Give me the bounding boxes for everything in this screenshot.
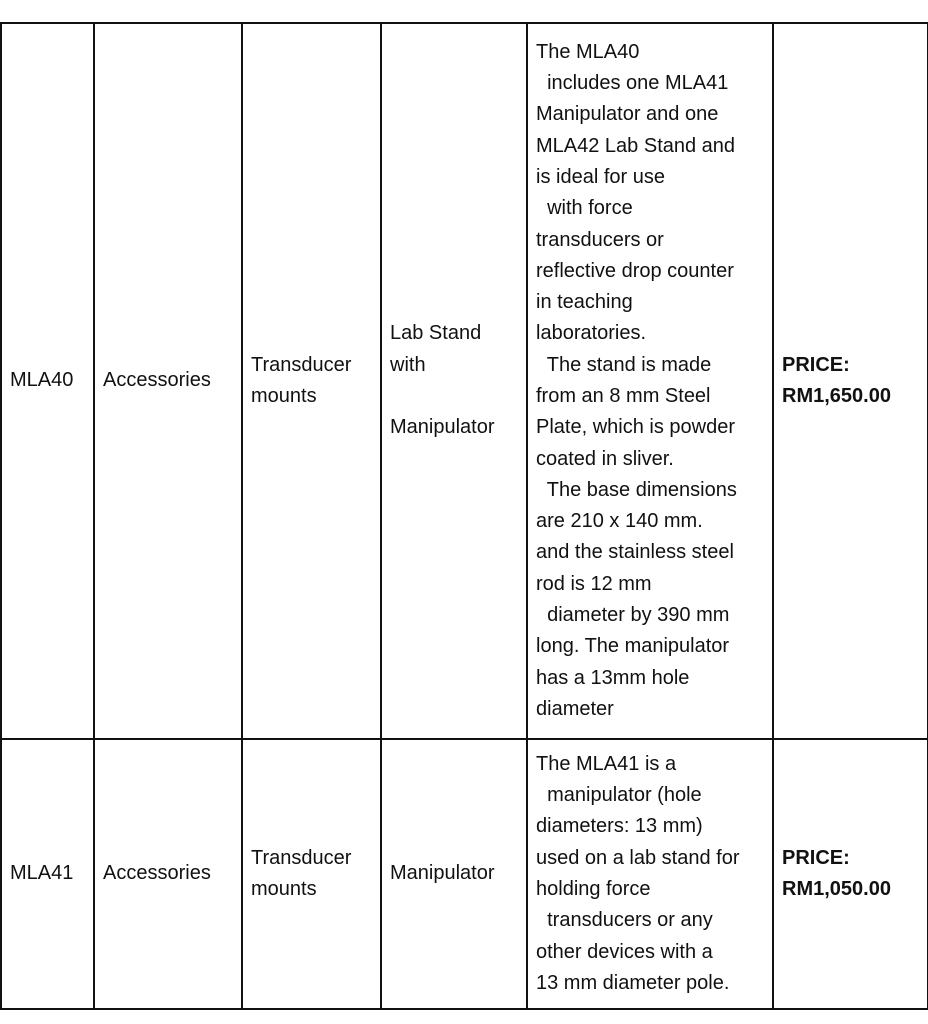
table-row: MLA41 Accessories Transducer mounts Mani…: [0, 738, 928, 1010]
product-name: Lab Stand with Manipulator: [380, 22, 528, 740]
product-category: Accessories: [93, 738, 243, 1010]
product-subcategory: Transducer mounts: [241, 738, 382, 1010]
product-category: Accessories: [93, 22, 243, 740]
product-subcategory: Transducer mounts: [241, 22, 382, 740]
product-code: MLA41: [0, 738, 95, 1010]
product-table: MLA40 Accessories Transducer mounts Lab …: [0, 22, 928, 1010]
product-description: The MLA41 is a manipulator (hole diamete…: [526, 738, 774, 1010]
product-name: Manipulator: [380, 738, 528, 1010]
product-price: PRICE: RM1,050.00: [772, 738, 928, 1010]
product-description: The MLA40 includes one MLA41 Manipulator…: [526, 22, 774, 740]
product-code: MLA40: [0, 22, 95, 740]
table-row: MLA40 Accessories Transducer mounts Lab …: [0, 22, 928, 740]
product-price: PRICE: RM1,650.00: [772, 22, 928, 740]
